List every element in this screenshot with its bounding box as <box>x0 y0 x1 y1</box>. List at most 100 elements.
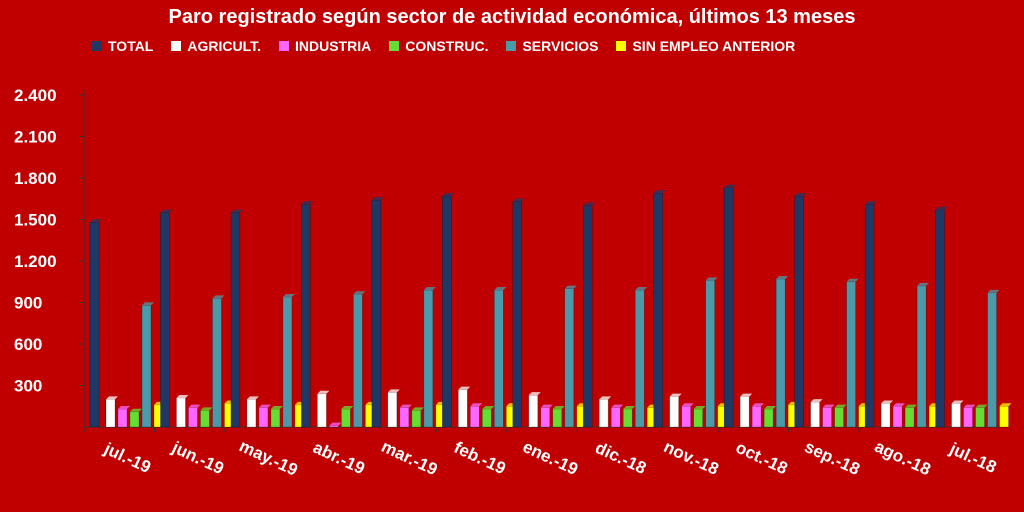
bar-top <box>764 406 777 410</box>
bar-top <box>705 277 718 281</box>
bar-top <box>160 209 173 213</box>
bar-top <box>669 393 682 397</box>
y-tick-label: 1.500 <box>14 211 57 230</box>
bar <box>387 392 398 428</box>
bar <box>693 408 703 428</box>
bar <box>317 393 327 428</box>
bar-top <box>176 394 189 398</box>
bar-top <box>387 389 400 393</box>
x-tick-label: may.-19 <box>236 436 300 479</box>
bar-top <box>130 408 142 412</box>
bar-top <box>270 406 283 410</box>
bar <box>653 192 663 428</box>
bar-top <box>329 422 342 426</box>
bar <box>494 289 504 428</box>
y-tick-label: 300 <box>14 377 42 396</box>
bar-top <box>90 219 102 223</box>
bar <box>610 407 621 428</box>
bar <box>935 209 945 428</box>
legend-item: INDUSTRIA <box>279 38 371 54</box>
bar-top <box>740 393 753 397</box>
x-tick-label: feb.-19 <box>451 438 509 478</box>
legend-item: SERVICIOS <box>506 38 598 54</box>
legend-label: SERVICIOS <box>522 38 599 54</box>
x-tick-label: dic.-18 <box>592 438 649 478</box>
bar <box>141 304 152 428</box>
bar <box>634 289 645 428</box>
bar-top <box>423 287 436 291</box>
legend-item: CONSTRUC. <box>389 38 488 54</box>
bar <box>999 405 1009 428</box>
bar-top <box>893 403 906 407</box>
bar-top <box>106 396 118 400</box>
bar <box>834 407 844 428</box>
bar <box>212 298 222 428</box>
bar-top <box>681 403 694 407</box>
bar-top <box>935 206 948 210</box>
bar <box>411 410 422 428</box>
legend-label: AGRICULT. <box>187 38 261 54</box>
legend-swatch <box>92 41 102 51</box>
bar <box>763 408 774 428</box>
legend-swatch <box>506 41 517 51</box>
bar <box>669 396 679 428</box>
bar-top <box>693 406 706 410</box>
legend-item: AGRICULT. <box>171 38 261 54</box>
bar <box>528 394 539 428</box>
bar <box>775 278 786 428</box>
bar <box>598 399 609 428</box>
bar <box>951 403 961 428</box>
y-tick-label: 1.200 <box>14 252 57 271</box>
bar-top <box>540 404 553 408</box>
y-tick-label: 2.100 <box>14 128 57 147</box>
x-tick-label: jun.-19 <box>168 437 227 478</box>
bar <box>880 403 891 428</box>
legend-swatch <box>171 41 182 51</box>
bar <box>329 425 339 428</box>
bar <box>270 408 281 428</box>
bar <box>723 187 734 428</box>
x-tick-label: jul.-19 <box>100 439 153 477</box>
bar <box>705 280 715 428</box>
bar <box>822 407 832 428</box>
bar-top <box>635 287 648 291</box>
bar-top <box>794 192 807 196</box>
bar <box>810 401 820 428</box>
bar <box>160 212 170 428</box>
bar <box>371 199 382 428</box>
bar-top <box>411 407 424 411</box>
chart-legend: TOTAL AGRICULT. INDUSTRIA CONSTRUC. SERVICIO… <box>92 38 795 54</box>
bar-top <box>200 407 213 411</box>
chart-title: Paro registrado según sector de activida… <box>168 6 856 28</box>
bar-top <box>917 282 930 286</box>
bar-top <box>512 198 525 202</box>
bar <box>975 407 985 428</box>
bar <box>301 203 311 428</box>
bar-top <box>987 289 1000 293</box>
bar <box>564 288 575 428</box>
bar <box>987 292 997 428</box>
bar-top <box>724 184 737 188</box>
legend-item: SIN EMPLEO ANTERIOR <box>616 38 795 54</box>
bar-top <box>653 190 666 194</box>
bar <box>846 281 856 428</box>
bar <box>117 408 128 428</box>
bar <box>916 285 927 428</box>
bar-top <box>975 404 988 408</box>
legend-label: SIN EMPLEO ANTERIOR <box>632 38 796 54</box>
bar-top <box>371 197 384 201</box>
bar <box>681 405 691 428</box>
bar <box>442 195 452 428</box>
bar <box>739 396 750 428</box>
bar-top <box>564 285 577 289</box>
bar <box>963 407 973 428</box>
x-tick-label: ene.-19 <box>520 437 581 479</box>
x-tick-label: ago.-18 <box>872 437 934 479</box>
bar-top <box>341 406 354 410</box>
bar <box>622 408 633 428</box>
bar-top <box>810 399 823 403</box>
legend-swatch <box>389 41 400 51</box>
bar-top <box>881 400 894 404</box>
bar <box>399 407 410 428</box>
